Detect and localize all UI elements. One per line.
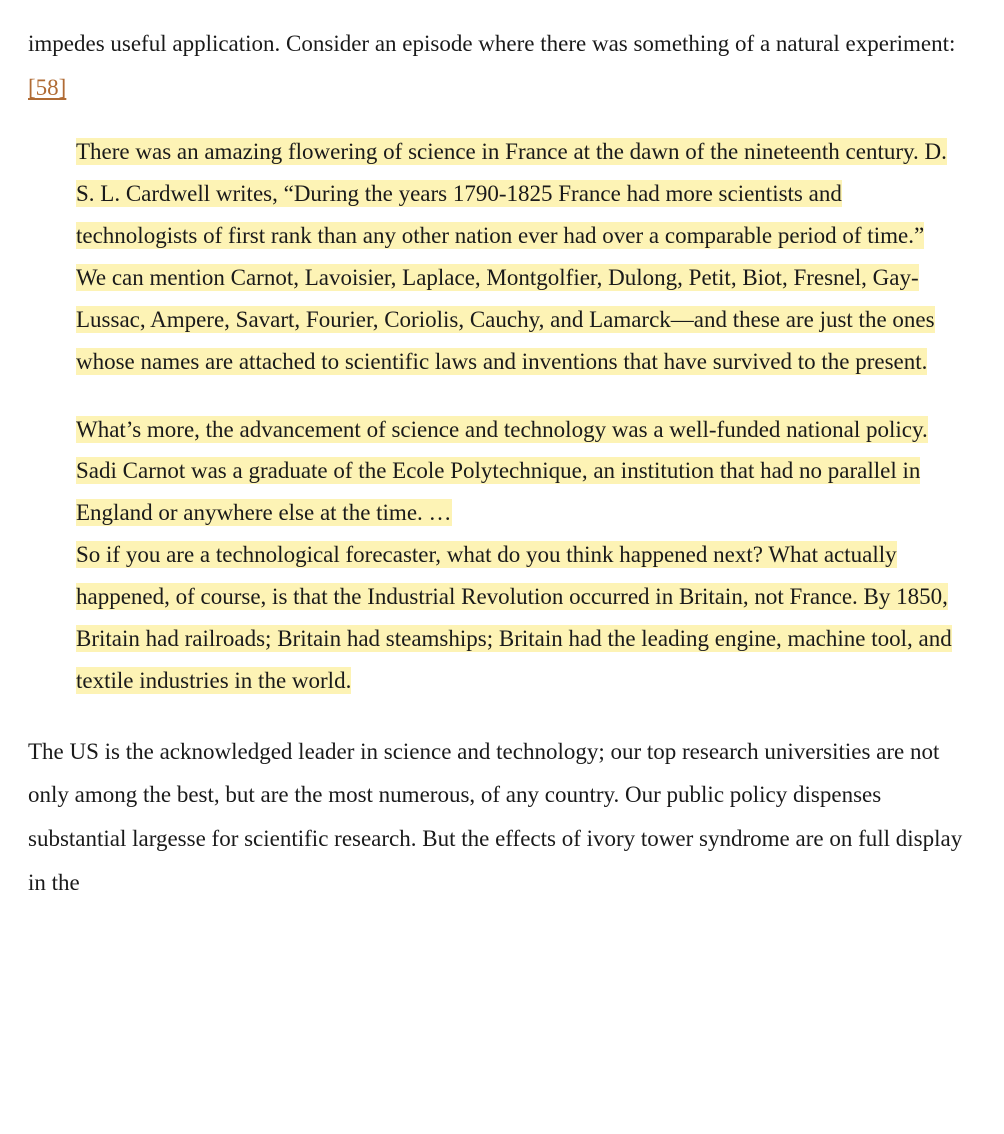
highlighted-text: What’s more, the advancement of science … bbox=[76, 416, 952, 694]
outro-text: The US is the acknowledged leader in sci… bbox=[28, 739, 962, 895]
highlighted-text: There was an amazing flowering of scienc… bbox=[76, 138, 947, 374]
blockquote: There was an amazing flowering of scienc… bbox=[76, 131, 956, 701]
blockquote-paragraph: There was an amazing flowering of scienc… bbox=[76, 131, 956, 382]
intro-paragraph: impedes useful application. Consider an … bbox=[28, 22, 976, 109]
blockquote-paragraph: What’s more, the advancement of science … bbox=[76, 409, 956, 702]
outro-paragraph: The US is the acknowledged leader in sci… bbox=[28, 730, 976, 905]
footnote-link-58[interactable]: [58] bbox=[28, 75, 66, 100]
intro-text: impedes useful application. Consider an … bbox=[28, 31, 955, 56]
